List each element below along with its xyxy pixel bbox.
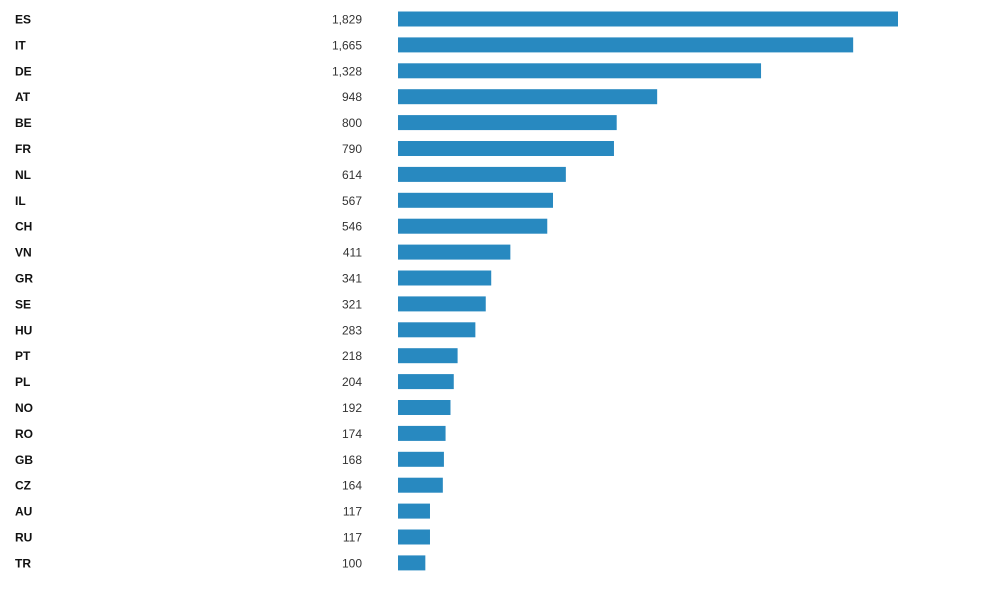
bar-cz — [398, 477, 443, 493]
value-label-gr: 341 — [342, 272, 362, 286]
value-label-ru: 117 — [343, 531, 362, 545]
value-label-cz: 164 — [342, 479, 362, 493]
bar-au — [398, 503, 430, 519]
value-label-vn: 411 — [343, 246, 362, 260]
bar-nl — [398, 166, 566, 182]
category-label-pl: PL — [15, 375, 30, 389]
bar-ch — [398, 218, 548, 234]
value-label-es: 1,829 — [332, 13, 362, 27]
category-label-il: IL — [15, 194, 26, 208]
bar-at — [398, 89, 658, 105]
value-label-hu: 283 — [342, 323, 362, 337]
bar-de — [398, 63, 762, 79]
bar-vn — [398, 244, 511, 260]
value-label-gb: 168 — [342, 453, 362, 467]
value-label-fr: 790 — [342, 142, 362, 156]
bar-it — [398, 37, 854, 53]
category-label-hu: HU — [15, 323, 32, 337]
value-label-ch: 546 — [342, 220, 362, 234]
value-label-be: 800 — [342, 116, 362, 130]
bar-gb — [398, 451, 444, 467]
category-label-ch: CH — [15, 220, 32, 234]
bar-gr — [398, 270, 492, 286]
category-label-gr: GR — [15, 272, 33, 286]
bar-fr — [398, 141, 614, 156]
bar-hu — [398, 322, 476, 338]
category-label-vn: VN — [15, 246, 32, 260]
value-label-ro: 174 — [342, 427, 362, 441]
bar-tr — [398, 555, 426, 571]
bar-se — [398, 296, 486, 312]
bar-il — [398, 192, 554, 208]
value-label-at: 948 — [342, 90, 362, 104]
bar-es — [398, 11, 898, 27]
category-label-ro: RO — [15, 427, 33, 441]
category-label-ru: RU — [15, 531, 32, 545]
bar-be — [398, 115, 617, 131]
category-label-se: SE — [15, 297, 31, 311]
category-label-be: BE — [15, 116, 32, 130]
bar-ru — [398, 529, 430, 545]
category-label-it: IT — [15, 38, 26, 52]
category-label-no: NO — [15, 401, 33, 415]
value-label-it: 1,665 — [332, 38, 362, 52]
value-label-de: 1,328 — [332, 64, 362, 78]
value-label-no: 192 — [342, 401, 362, 415]
category-label-gb: GB — [15, 453, 33, 467]
category-label-au: AU — [15, 505, 32, 519]
value-label-se: 321 — [342, 297, 362, 311]
bar-ro — [398, 425, 446, 441]
category-label-de: DE — [15, 64, 32, 78]
bar-pt — [398, 348, 458, 364]
category-label-cz: CZ — [15, 479, 31, 493]
category-label-fr: FR — [15, 142, 31, 156]
bar-pl — [398, 374, 454, 390]
value-label-nl: 614 — [342, 168, 362, 182]
category-label-tr: TR — [15, 556, 31, 570]
category-label-nl: NL — [15, 168, 31, 182]
value-label-pt: 218 — [342, 349, 362, 363]
bar-no — [398, 400, 451, 415]
value-label-il: 567 — [342, 194, 362, 208]
category-label-es: ES — [15, 13, 31, 27]
category-label-at: AT — [15, 90, 31, 104]
value-label-au: 117 — [343, 505, 362, 519]
value-label-tr: 100 — [342, 556, 362, 570]
category-label-pt: PT — [15, 349, 31, 363]
value-label-pl: 204 — [342, 375, 362, 389]
